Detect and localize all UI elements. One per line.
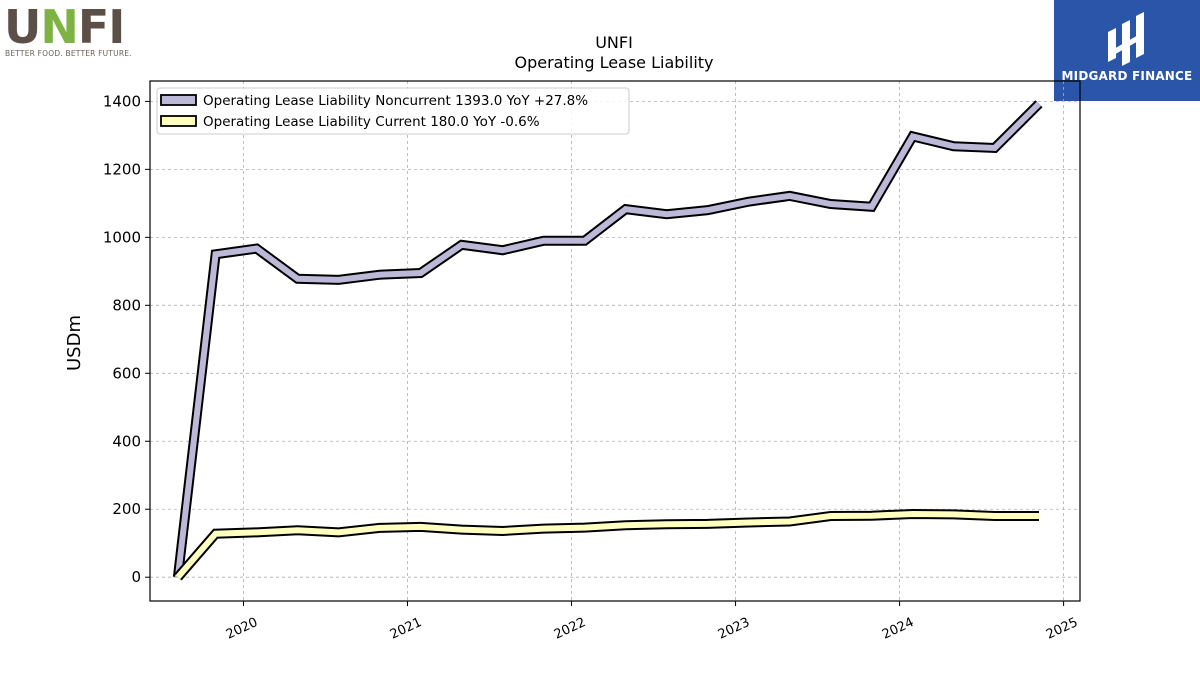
y-tick-label: 400 <box>112 432 141 450</box>
legend-box <box>156 87 630 135</box>
legend-label-2: Operating Lease Liability Current 180.0 … <box>203 114 540 130</box>
y-tick-label: 200 <box>112 500 141 518</box>
legend-swatch-1 <box>160 94 197 106</box>
chart-subtitle: Operating Lease Liability <box>514 53 713 72</box>
y-tick-label: 1000 <box>103 228 141 246</box>
series-layer <box>172 100 1043 581</box>
series-2-line <box>175 510 1039 580</box>
y-tick-label: 1200 <box>103 160 141 178</box>
x-tick-label: 2024 <box>880 615 916 643</box>
series-2 <box>174 508 1039 581</box>
y-tick-label: 0 <box>131 568 141 586</box>
y-tick-label: 1400 <box>103 92 141 110</box>
y-tick-label: 600 <box>112 364 141 382</box>
series-1-outline <box>172 100 1043 578</box>
y-tick-label: 800 <box>112 296 141 314</box>
unfi-wordmark: UNFI <box>4 0 125 54</box>
y-axis-label: USDm <box>64 315 85 371</box>
chart-title: UNFI <box>595 33 633 52</box>
x-tick-label: 2025 <box>1044 615 1080 643</box>
unfi-logo: UNFI BETTER FOOD. BETTER FUTURE. <box>4 0 132 62</box>
x-tick-label: 2023 <box>716 615 752 643</box>
legend-swatch-2 <box>160 115 197 127</box>
midgard-finance-name: MIDGARD FINANCE <box>1061 69 1193 83</box>
axes: 0 200 400 600 800 1000 1200 1400 2020 2021 2022 202… <box>103 92 1080 642</box>
legend-label-1: Operating Lease Liability Noncurrent 139… <box>203 93 588 109</box>
x-tick-label: 2020 <box>224 615 260 643</box>
midgard-finance-logo: MIDGARD FINANCE <box>1054 0 1200 101</box>
x-tick-label: 2021 <box>388 615 424 643</box>
legend: Operating Lease Liability Noncurrent 139… <box>156 87 630 135</box>
series-1 <box>172 100 1043 578</box>
plot-frame <box>149 80 1081 602</box>
series-1-line <box>174 101 1042 578</box>
unfi-tagline: BETTER FOOD. BETTER FUTURE. <box>5 49 132 58</box>
midgard-mark-icon <box>1108 12 1144 66</box>
x-tick-label: 2022 <box>552 615 588 643</box>
